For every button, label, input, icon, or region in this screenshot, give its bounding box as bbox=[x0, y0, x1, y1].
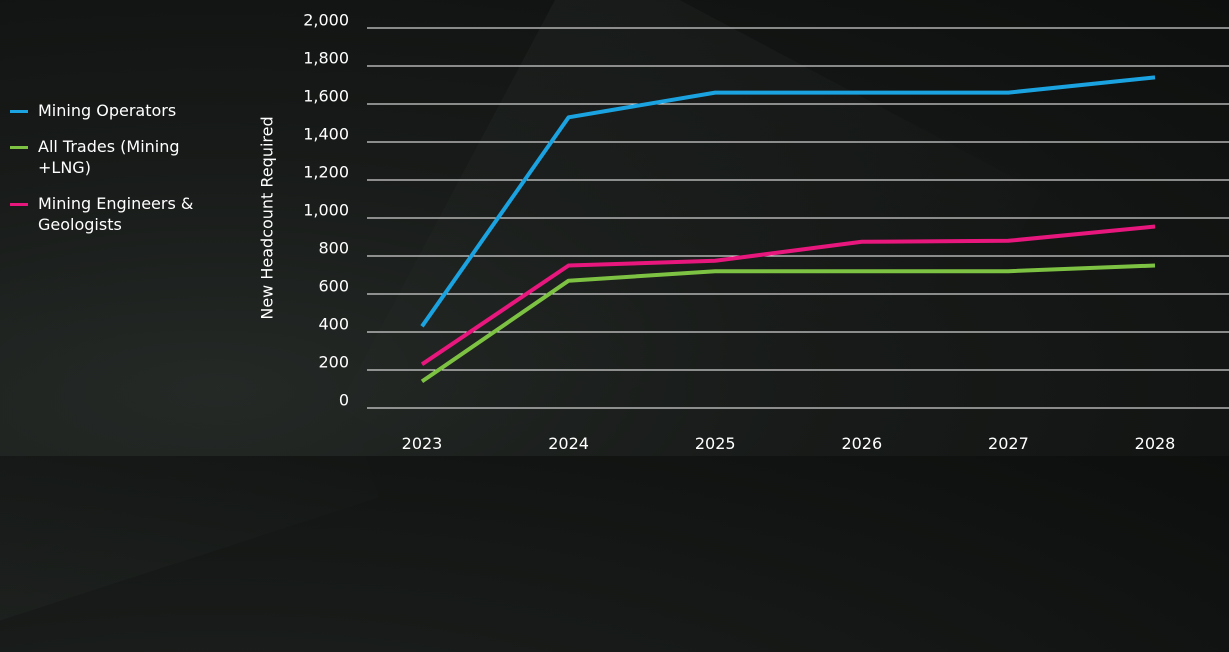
y-tick-label: 400 bbox=[318, 315, 349, 334]
legend-swatch bbox=[10, 146, 28, 149]
y-tick-label: 0 bbox=[339, 391, 349, 410]
gridlines bbox=[367, 27, 1229, 409]
legend-label: All Trades (Mining +LNG) bbox=[38, 137, 180, 177]
x-tick-label: 2025 bbox=[695, 434, 736, 453]
x-tick-label: 2024 bbox=[548, 434, 589, 453]
y-tick-label: 1,200 bbox=[303, 163, 349, 182]
y-axis-title: New Headcount Required bbox=[258, 116, 277, 319]
line-chart: 0 200 400 600 800 1,000 1,200 1,400 1,600 1,800 2,… bbox=[258, 11, 1229, 453]
x-tick-label: 2026 bbox=[841, 434, 882, 453]
legend-item-mining-engineers: Mining Engineers & Geologists bbox=[10, 193, 215, 235]
y-tick-label: 1,000 bbox=[303, 201, 349, 220]
legend-label: Mining Engineers & Geologists bbox=[38, 194, 194, 234]
series-lines bbox=[420, 75, 1156, 384]
series-line bbox=[420, 75, 1156, 328]
y-tick-label: 200 bbox=[318, 353, 349, 372]
legend-item-mining-operators: Mining Operators bbox=[10, 100, 215, 121]
y-tick-label: 1,800 bbox=[303, 49, 349, 68]
legend-swatch bbox=[10, 203, 28, 206]
legend-label: Mining Operators bbox=[38, 101, 177, 120]
x-tick-label: 2028 bbox=[1135, 434, 1176, 453]
y-axis-ticks: 0 200 400 600 800 1,000 1,200 1,400 1,600 1,800 2,… bbox=[303, 11, 349, 410]
x-axis-ticks: 2023 2024 2025 2026 2027 2028 bbox=[402, 434, 1176, 453]
chart-legend: Mining Operators All Trades (Mining +LNG… bbox=[10, 100, 215, 250]
series-line bbox=[420, 263, 1156, 384]
x-tick-label: 2023 bbox=[402, 434, 443, 453]
y-tick-label: 1,400 bbox=[303, 125, 349, 144]
legend-item-all-trades: All Trades (Mining +LNG) bbox=[10, 136, 215, 178]
y-tick-label: 800 bbox=[318, 239, 349, 258]
x-tick-label: 2027 bbox=[988, 434, 1029, 453]
series-line bbox=[420, 224, 1156, 366]
legend-swatch bbox=[10, 110, 28, 113]
y-tick-label: 600 bbox=[318, 277, 349, 296]
y-tick-label: 1,600 bbox=[303, 87, 349, 106]
y-tick-label: 2,000 bbox=[303, 11, 349, 30]
